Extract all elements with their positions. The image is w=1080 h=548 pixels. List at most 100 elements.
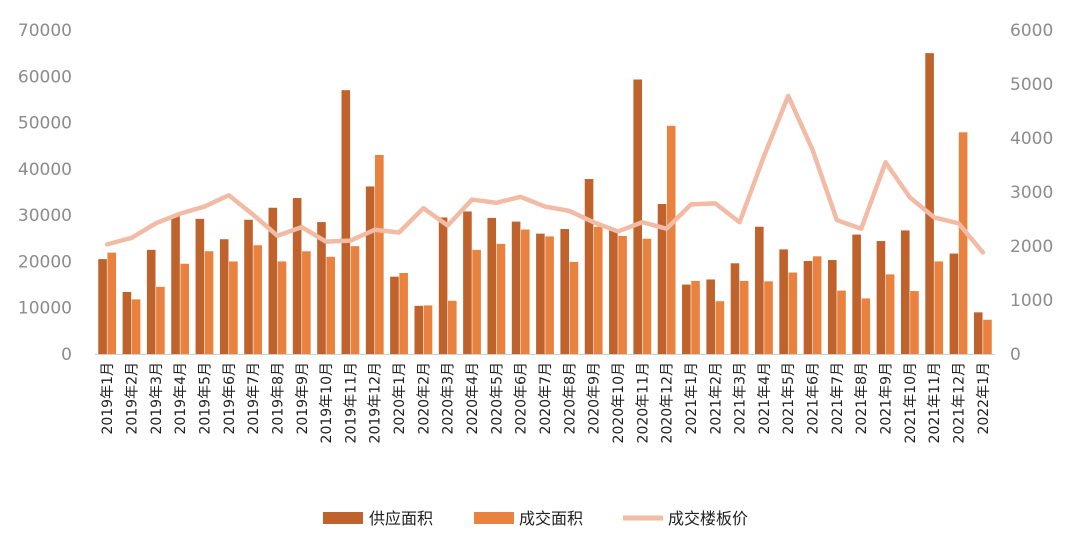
supply-bar — [682, 285, 691, 354]
supply-bar — [293, 198, 302, 354]
x-tick-label: 2019年9月 — [295, 362, 311, 435]
legend-label-price: 成交楼板价 — [668, 509, 748, 528]
supply-bar — [390, 277, 399, 354]
deal-bar — [910, 291, 919, 354]
deal-bar — [959, 132, 968, 354]
supply-bar — [414, 306, 423, 354]
supply-bar — [536, 234, 545, 354]
supply-bar — [925, 53, 934, 354]
deal-bar — [156, 287, 165, 354]
deal-bar — [132, 299, 141, 354]
supply-bar — [609, 229, 618, 354]
supply-bar — [633, 80, 642, 354]
x-tick-label: 2020年6月 — [514, 362, 530, 435]
right-tick-label: 1000 — [1010, 291, 1053, 311]
left-tick-label: 10000 — [18, 299, 72, 319]
deal-bar — [545, 236, 554, 354]
supply-bar — [244, 220, 253, 354]
supply-bar — [779, 249, 788, 354]
x-tick-label: 2021年9月 — [879, 362, 895, 435]
left-tick-label: 40000 — [18, 160, 72, 180]
supply-bar — [196, 219, 205, 354]
x-tick-label: 2020年12月 — [660, 362, 676, 443]
bar-series — [98, 53, 991, 354]
supply-bar — [366, 186, 375, 354]
supply-bar — [585, 179, 594, 354]
x-tick-label: 2019年10月 — [319, 362, 335, 443]
supply-bar — [706, 279, 715, 354]
supply-bar — [877, 241, 886, 354]
deal-bar — [837, 291, 846, 354]
deal-bar — [862, 298, 871, 354]
right-tick-label: 2000 — [1010, 237, 1053, 257]
supply-bar — [487, 218, 496, 354]
deal-bar — [278, 261, 287, 354]
price-line — [107, 96, 983, 253]
x-tick-label: 2020年2月 — [416, 362, 432, 435]
supply-bar — [950, 254, 959, 354]
supply-bar — [171, 216, 180, 354]
deal-bar — [302, 251, 311, 354]
deal-bar — [764, 281, 773, 354]
x-tick-label: 2019年2月 — [124, 362, 140, 435]
deal-bar — [886, 274, 895, 354]
deal-bar — [740, 281, 749, 354]
deal-bar — [813, 256, 822, 354]
legend-label-deal: 成交面积 — [519, 509, 583, 528]
x-tick-label: 2019年8月 — [270, 362, 286, 435]
deal-bar — [351, 246, 360, 354]
deal-bar — [594, 227, 603, 354]
deal-bar — [934, 261, 943, 354]
x-tick-label: 2019年11月 — [343, 362, 359, 443]
x-tick-label: 2021年7月 — [830, 362, 846, 435]
x-tick-label: 2021年6月 — [806, 362, 822, 435]
supply-bar — [220, 239, 229, 354]
supply-bar — [463, 211, 472, 354]
legend-swatch-supply — [323, 512, 363, 524]
x-tick-label: 2021年8月 — [854, 362, 870, 435]
left-tick-label: 30000 — [18, 206, 72, 226]
deal-bar — [983, 320, 992, 354]
x-tick-label: 2020年1月 — [392, 362, 408, 435]
supply-bar — [342, 90, 351, 354]
deal-bar — [448, 301, 457, 354]
supply-bar — [560, 229, 569, 354]
left-tick-label: 20000 — [18, 252, 72, 272]
x-tick-label: 2020年10月 — [611, 362, 627, 443]
deal-bar — [399, 273, 408, 354]
deal-bar — [424, 305, 433, 354]
deal-bar — [667, 126, 676, 354]
x-tick-label: 2021年3月 — [733, 362, 749, 435]
supply-bar — [974, 312, 983, 354]
x-tick-label: 2021年12月 — [952, 362, 968, 443]
deal-bar — [521, 229, 530, 354]
left-tick-label: 50000 — [18, 114, 72, 134]
supply-bar — [804, 261, 813, 354]
right-tick-label: 3000 — [1010, 183, 1053, 203]
deal-bar — [789, 273, 798, 354]
x-tick-label: 2019年3月 — [149, 362, 165, 435]
legend-swatch-deal — [474, 512, 514, 524]
x-tick-label: 2019年1月 — [100, 362, 116, 435]
deal-bar — [180, 264, 189, 354]
left-tick-label: 70000 — [18, 21, 72, 41]
x-tick-label: 2020年11月 — [635, 362, 651, 443]
x-tick-label: 2019年7月 — [246, 362, 262, 435]
supply-bar — [123, 292, 132, 354]
legend: 供应面积 成交面积 成交楼板价 — [323, 509, 748, 528]
supply-bar — [147, 250, 156, 354]
left-tick-label: 60000 — [18, 67, 72, 87]
deal-bar — [570, 262, 579, 354]
right-tick-label: 5000 — [1010, 75, 1053, 95]
x-tick-label: 2021年2月 — [708, 362, 724, 435]
x-tick-label: 2020年9月 — [587, 362, 603, 435]
supply-bar — [512, 222, 521, 354]
x-tick-label: 2020年5月 — [489, 362, 505, 435]
deal-bar — [472, 250, 481, 354]
deal-bar — [497, 244, 506, 354]
x-tick-label: 2021年5月 — [781, 362, 797, 435]
deal-bar — [375, 155, 384, 354]
